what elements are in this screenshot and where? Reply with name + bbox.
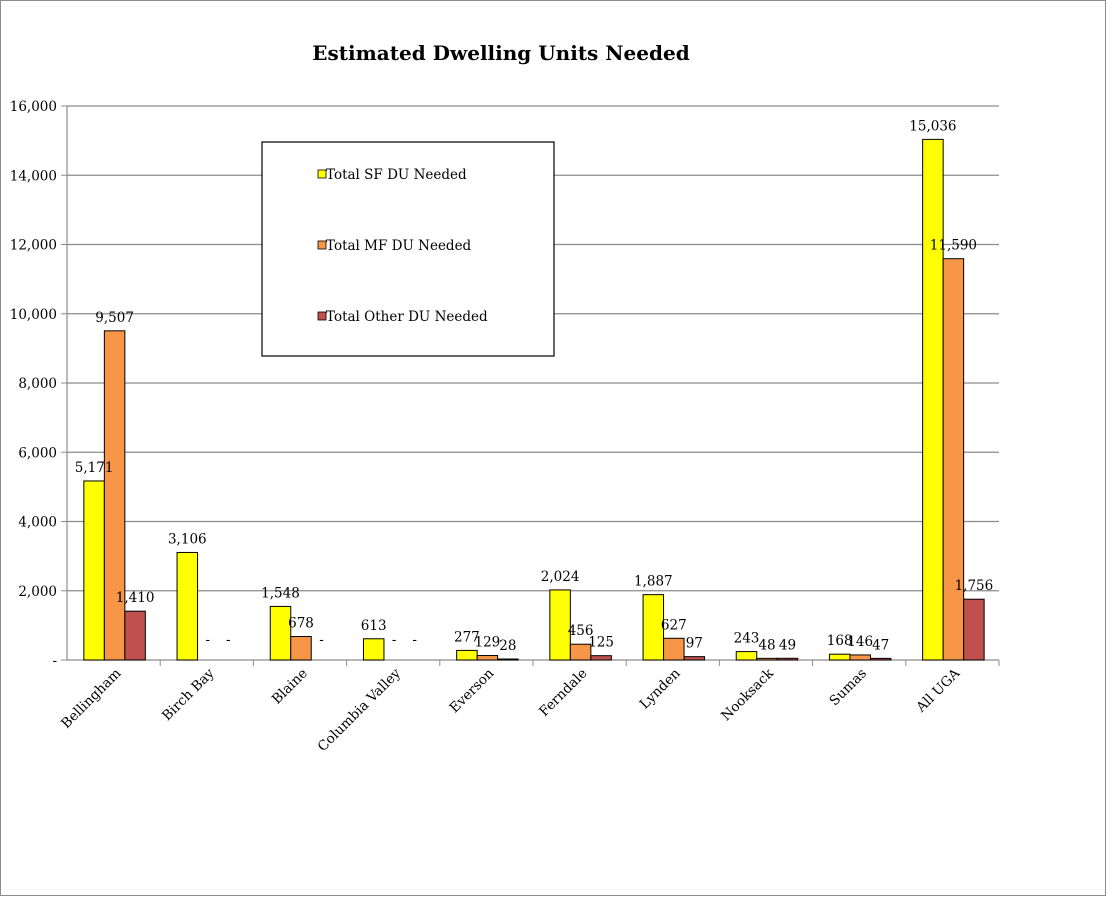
bar <box>756 657 778 661</box>
legend-swatch <box>317 240 327 250</box>
bar <box>83 480 105 661</box>
data-label: 243 <box>734 631 760 647</box>
legend: Total SF DU Needed Total MF DU Needed Tota… <box>261 141 555 357</box>
data-label: 1,410 <box>116 590 155 606</box>
x-tick-label: Columbia Valley <box>315 665 405 755</box>
bar <box>942 258 965 661</box>
bar <box>549 589 571 661</box>
bar <box>776 657 799 661</box>
data-label: 277 <box>454 629 480 645</box>
x-tick-label: Everson <box>447 665 498 716</box>
data-label: 1,887 <box>634 574 673 590</box>
bar <box>683 656 706 661</box>
bar <box>590 655 612 661</box>
bar <box>569 643 592 661</box>
y-tick-label: 2,000 <box>18 584 57 600</box>
bar <box>663 637 685 661</box>
bar <box>497 658 519 661</box>
data-label: 48 <box>758 637 775 653</box>
data-label: 627 <box>661 617 687 633</box>
legend-label: Total MF DU Needed <box>326 238 472 254</box>
data-label: 456 <box>568 623 594 639</box>
data-label: 47 <box>872 637 889 653</box>
bar <box>849 654 871 661</box>
bar <box>269 605 292 661</box>
data-label: 678 <box>288 616 314 632</box>
x-tick-label: Sumas <box>826 665 870 709</box>
y-tick-label: 12,000 <box>10 238 57 254</box>
data-label: - <box>319 632 324 648</box>
data-label: 3,106 <box>168 531 207 547</box>
data-label: 28 <box>499 638 516 654</box>
legend-label: Total SF DU Needed <box>326 167 467 183</box>
x-tick-label: Blaine <box>269 666 311 708</box>
y-tick-label: 16,000 <box>10 99 57 115</box>
y-tick-label: 8,000 <box>18 376 57 392</box>
legend-box <box>261 141 555 357</box>
data-label: 1,548 <box>261 585 300 601</box>
data-label: 1,756 <box>955 578 994 594</box>
y-tick-label: 6,000 <box>18 445 57 461</box>
data-label: 11,590 <box>930 238 977 254</box>
data-label: - <box>412 632 417 648</box>
bar <box>869 657 892 661</box>
bar <box>476 655 499 661</box>
data-label: - <box>226 632 231 648</box>
data-label: 9,507 <box>95 310 134 326</box>
x-tick-label: Bellingham <box>58 665 124 731</box>
x-tick-label: Birch Bay <box>159 665 218 724</box>
legend-swatch <box>317 311 327 321</box>
bar <box>124 610 146 661</box>
bar <box>176 551 199 661</box>
x-tick-label: Lynden <box>637 665 684 712</box>
data-label: 129 <box>475 635 501 651</box>
data-label: 613 <box>361 618 387 634</box>
data-label: 49 <box>779 637 796 653</box>
y-tick-label: 10,000 <box>10 307 57 323</box>
data-label: 125 <box>588 635 614 651</box>
y-tick-label: 4,000 <box>18 515 57 531</box>
x-tick-label: All UGA <box>913 665 964 716</box>
data-label: 2,024 <box>541 569 580 585</box>
data-label: - <box>392 632 397 648</box>
data-label: 168 <box>827 633 853 649</box>
data-label: 15,036 <box>909 118 956 134</box>
chart-title: Estimated Dwelling Units Needed <box>312 41 689 65</box>
bar <box>290 636 312 661</box>
legend-swatch <box>317 169 327 179</box>
y-tick-label: - <box>52 653 57 669</box>
data-label: 5,171 <box>75 460 114 476</box>
bar <box>828 653 851 661</box>
data-label: - <box>206 632 211 648</box>
bar <box>456 649 478 661</box>
bar <box>362 638 385 661</box>
bar <box>735 651 758 661</box>
bar <box>963 598 985 661</box>
x-tick-label: Nooksack <box>718 665 777 724</box>
bars <box>83 138 985 661</box>
bar <box>103 330 126 661</box>
y-tick-label: 14,000 <box>10 168 57 184</box>
data-label: 97 <box>686 636 703 652</box>
bar <box>922 138 944 661</box>
data-label: 146 <box>847 634 873 650</box>
x-tick-label: Ferndale <box>536 666 590 720</box>
bar <box>642 594 665 661</box>
legend-label: Total Other DU Needed <box>326 309 488 325</box>
